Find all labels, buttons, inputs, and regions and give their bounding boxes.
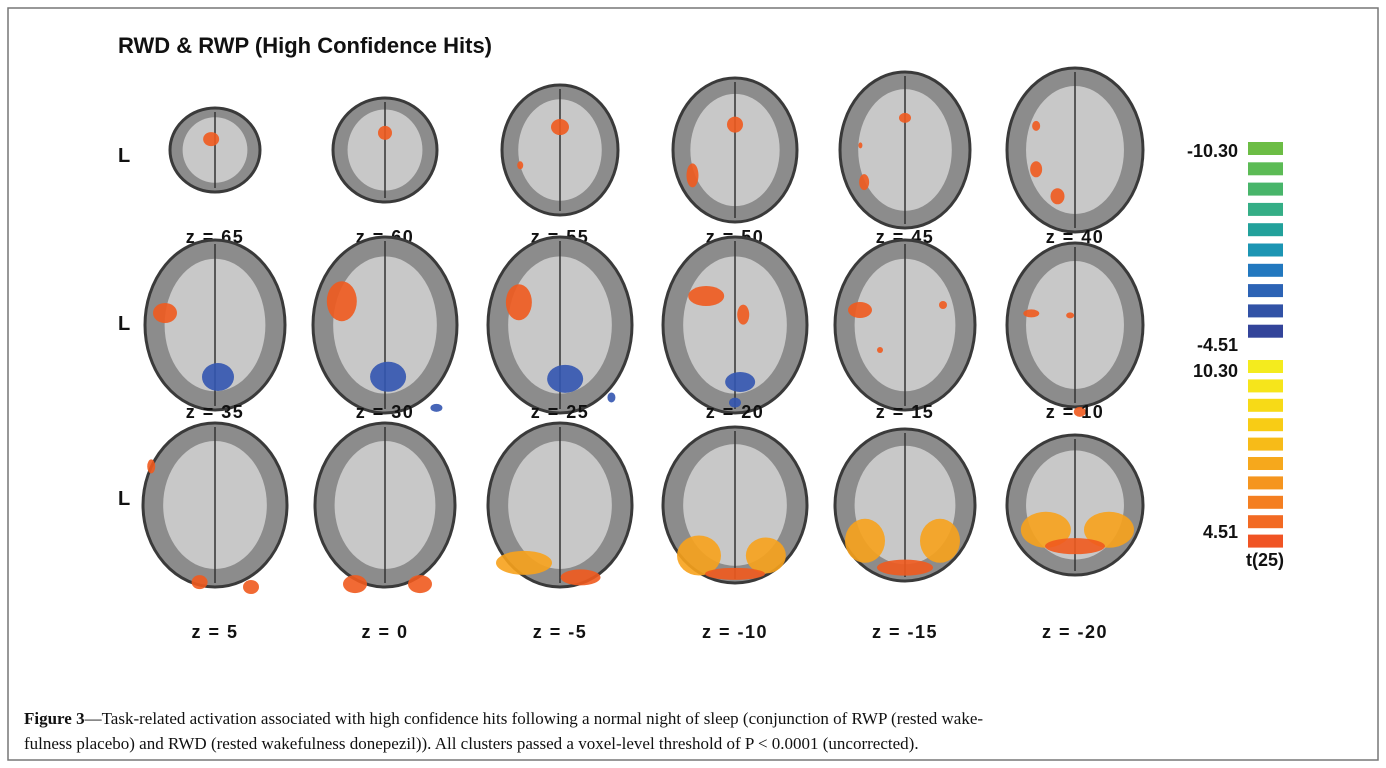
- colorbar-swatch: [1248, 324, 1283, 338]
- activation: [547, 364, 584, 393]
- activation: [745, 537, 786, 574]
- colorbar-swatch: [1248, 284, 1283, 298]
- activation: [845, 518, 885, 563]
- activation: [1073, 406, 1086, 417]
- activation: [939, 301, 947, 309]
- activation: [877, 347, 883, 353]
- colorbar-swatch: [1248, 360, 1283, 373]
- activation: [607, 392, 616, 403]
- activation: [1030, 161, 1043, 178]
- side-label: L: [118, 145, 130, 167]
- activation: [859, 174, 870, 191]
- colorbar-swatch: [1248, 142, 1283, 155]
- activation: [877, 559, 933, 576]
- side-label: L: [118, 488, 130, 510]
- colorbar-swatch: [1248, 534, 1283, 548]
- activation: [378, 125, 392, 140]
- activation: [686, 163, 699, 188]
- activation: [899, 112, 911, 123]
- activation: [505, 284, 532, 321]
- colorbar-swatch: [1248, 304, 1283, 318]
- colorbar-swatch: [1248, 418, 1283, 432]
- slice-label: z = 25: [531, 402, 590, 422]
- activation: [1050, 188, 1065, 205]
- caption-line: fulness placebo) and RWD (rested wakeful…: [24, 734, 919, 753]
- colorbar-swatch: [1248, 515, 1283, 529]
- caption-text: —Task-related activation associated with…: [84, 709, 984, 728]
- activation: [1066, 312, 1075, 319]
- activation: [560, 569, 601, 586]
- slice-label: z = 20: [706, 402, 765, 422]
- activation: [153, 303, 177, 323]
- colorbar-swatch: [1248, 379, 1283, 393]
- colorbar-label: -4.51: [1197, 335, 1238, 355]
- colorbar-label: -10.30: [1187, 141, 1238, 161]
- activation: [1045, 538, 1105, 555]
- activation: [729, 397, 741, 408]
- slice-label: z = 30: [356, 402, 415, 422]
- colorbar-swatch: [1248, 202, 1283, 216]
- activation: [496, 550, 552, 575]
- activation: [848, 302, 872, 318]
- colorbar-swatch: [1248, 162, 1283, 176]
- activation: [727, 116, 743, 133]
- colorbar-swatch: [1248, 398, 1283, 412]
- activation: [1023, 309, 1040, 318]
- slice-label: z = 5: [191, 622, 238, 642]
- activation: [517, 161, 524, 170]
- activation: [677, 535, 721, 576]
- caption-line: Figure 3—Task-related activation associa…: [24, 706, 1369, 731]
- activation: [326, 281, 357, 322]
- slice-label: z = -15: [872, 622, 938, 642]
- panels: Lz = 65z = 60z = 55z = 50z = 45z = 40Lz …: [118, 66, 1145, 642]
- colorbar-swatch: [1248, 182, 1283, 196]
- activation: [408, 575, 432, 594]
- colorbar-unit: t(25): [1246, 550, 1284, 570]
- slice-label: z = -10: [702, 622, 768, 642]
- activation: [243, 580, 259, 594]
- slice-label: z = 15: [876, 402, 935, 422]
- colorbar-label: 10.30: [1193, 361, 1238, 381]
- activation: [430, 403, 443, 412]
- figure-title: RWD & RWP (High Confidence Hits): [118, 33, 492, 58]
- activation: [147, 459, 156, 474]
- colorbar-swatch: [1248, 437, 1283, 451]
- slice-label: z = -5: [533, 622, 588, 642]
- activation: [1084, 511, 1134, 548]
- activation: [725, 371, 756, 392]
- activation: [1020, 511, 1071, 548]
- colorbar-label: 4.51: [1203, 522, 1238, 542]
- side-label: L: [118, 313, 130, 335]
- activation: [688, 286, 725, 307]
- slice-label: z = 10: [1046, 402, 1105, 422]
- activation: [191, 575, 208, 590]
- slice-label: z = 0: [361, 622, 408, 642]
- activation: [202, 363, 234, 391]
- colorbar-swatch: [1248, 243, 1283, 257]
- caption-figure: Figure 3: [24, 709, 85, 728]
- activation: [858, 142, 863, 149]
- colorbar-swatch: [1248, 263, 1283, 277]
- frame: [7, 7, 1379, 761]
- activation: [920, 518, 960, 563]
- colorbar-swatch: [1248, 495, 1283, 509]
- slice-label: z = -20: [1042, 622, 1108, 642]
- slice-label: z = 40: [1046, 227, 1105, 247]
- colorbar-swatch: [1248, 223, 1283, 237]
- colorbar-swatch: [1248, 457, 1283, 470]
- activation: [203, 132, 220, 147]
- activation: [737, 304, 750, 325]
- activation: [343, 575, 367, 594]
- activation: [370, 361, 407, 392]
- activation: [551, 119, 569, 136]
- colorbar: -10.30 -4.51 10.30 4.51 t(25): [1187, 141, 1284, 570]
- activation: [705, 567, 765, 580]
- colorbar-swatch: [1248, 476, 1283, 490]
- caption: Figure 3—Task-related activation associa…: [24, 706, 1369, 756]
- activation: [1032, 120, 1041, 131]
- slice-label: z = 35: [186, 402, 245, 422]
